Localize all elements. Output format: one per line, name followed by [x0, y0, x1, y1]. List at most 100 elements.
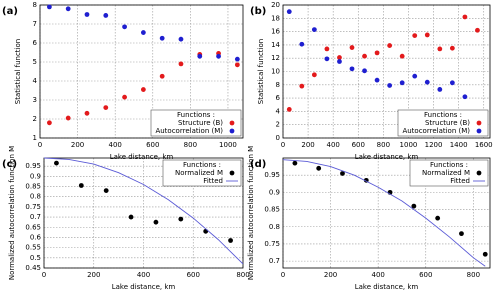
y-tick-label: 10: [271, 68, 280, 76]
x-tick-label: 600: [146, 141, 159, 149]
data-point: [299, 41, 305, 47]
data-point: [65, 115, 71, 121]
x-tick-label: 600: [352, 141, 365, 149]
x-tick-label: 400: [371, 271, 384, 279]
data-point: [387, 83, 393, 88]
data-point: [153, 219, 159, 225]
x-tick-label: 0: [281, 271, 285, 279]
y-tick-label: 12: [271, 54, 280, 62]
legend-label: Autocorrelation (M): [402, 127, 470, 135]
y-tick-label: 0.55: [25, 244, 41, 252]
fitted-line: [282, 159, 486, 267]
plot-frame: [43, 157, 244, 269]
x-axis-label: Lake distance, km: [355, 283, 419, 291]
x-tick-label: 800: [184, 141, 197, 149]
x-tick-label: 0: [38, 141, 42, 149]
panel-label: (d): [250, 159, 266, 170]
x-tick-label: 600: [419, 271, 432, 279]
x-tick-label: 1600: [475, 141, 493, 149]
x-tick-label: 400: [108, 141, 121, 149]
data-point: [459, 231, 464, 237]
y-tick-label: 0.8: [30, 193, 41, 201]
data-point: [475, 27, 480, 33]
x-axis-label: Lake distance, km: [110, 153, 174, 161]
data-point: [234, 56, 240, 62]
data-point: [65, 6, 71, 12]
legend-label: Autocorrelation (M): [155, 127, 223, 135]
y-tick-label: 0.85: [25, 183, 41, 191]
data-point: [424, 32, 430, 38]
legend-swatch: [476, 170, 482, 176]
y-tick-label: 3: [33, 96, 37, 104]
data-point: [411, 203, 417, 209]
data-point: [362, 68, 367, 74]
legend-box: [150, 109, 242, 137]
y-tick-label: 18: [271, 14, 280, 22]
x-tick-label: 800: [236, 271, 249, 279]
y-tick-label: 4: [33, 77, 38, 85]
data-point: [311, 72, 317, 78]
y-tick-label: 8: [276, 81, 280, 89]
legend-label: Structure (B): [178, 119, 223, 127]
y-tick-label: 16: [271, 28, 280, 36]
data-point: [178, 36, 184, 42]
data-point: [46, 4, 52, 10]
x-tick-label: 200: [324, 271, 337, 279]
data-point: [286, 9, 292, 15]
y-tick-label: 0.85: [264, 206, 280, 214]
y-tick-label: 20: [271, 1, 280, 9]
data-point: [340, 171, 345, 176]
data-point: [482, 251, 488, 257]
data-point: [159, 73, 165, 79]
legend-title: Functions :: [430, 161, 468, 169]
data-point: [286, 107, 292, 112]
y-axis-label: Statistical function: [14, 39, 22, 104]
plot-frame: [39, 4, 244, 139]
y-tick-label: 1: [33, 134, 37, 142]
data-point: [128, 214, 134, 220]
x-tick-label: 600: [187, 271, 200, 279]
y-tick-label: 6: [33, 39, 38, 47]
data-point: [292, 160, 298, 166]
x-tick-label: 0: [281, 141, 285, 149]
data-point: [299, 83, 305, 89]
x-axis-label: Lake distance, km: [355, 153, 419, 161]
x-tick-label: 800: [467, 271, 480, 279]
legend-label: Fitted: [450, 177, 470, 185]
y-tick-label: 0.65: [25, 223, 41, 231]
panel-label: (c): [2, 159, 17, 170]
y-tick-label: 7: [33, 20, 37, 28]
data-point: [462, 14, 468, 20]
data-point: [437, 87, 443, 92]
data-point: [424, 79, 430, 85]
plot-frame: [282, 4, 491, 139]
data-point: [228, 238, 233, 243]
y-tick-label: 0.9: [30, 172, 41, 180]
data-point: [435, 215, 441, 221]
x-tick-label: 1000: [400, 141, 418, 149]
data-point: [374, 50, 380, 56]
legend-title: Functions :: [183, 161, 221, 169]
data-point: [122, 94, 127, 100]
y-tick-label: 0.5: [30, 254, 41, 262]
y-axis-label: Normalized autocorrelation function M: [247, 146, 255, 280]
plot-frame: [282, 157, 491, 269]
y-tick-label: 5: [33, 58, 37, 66]
y-tick-label: 8: [33, 1, 37, 9]
legend-box: [409, 159, 489, 187]
data-point: [178, 61, 184, 67]
legend-swatch: [229, 128, 235, 134]
x-tick-label: 1400: [450, 141, 468, 149]
x-tick-label: 0: [42, 271, 46, 279]
data-point: [311, 27, 317, 33]
y-tick-label: 0.6: [30, 233, 42, 241]
legend-box: [397, 109, 489, 137]
x-tick-label: 800: [377, 141, 390, 149]
x-tick-label: 1000: [219, 141, 237, 149]
y-tick-label: 0: [276, 134, 280, 142]
data-point: [399, 80, 405, 86]
data-point: [362, 53, 367, 59]
legend-title: Functions :: [424, 111, 462, 119]
legend-label: Fitted: [203, 177, 223, 185]
